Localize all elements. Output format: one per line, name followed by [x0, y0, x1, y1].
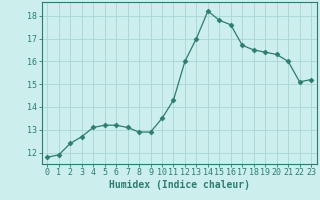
X-axis label: Humidex (Indice chaleur): Humidex (Indice chaleur)	[109, 180, 250, 190]
